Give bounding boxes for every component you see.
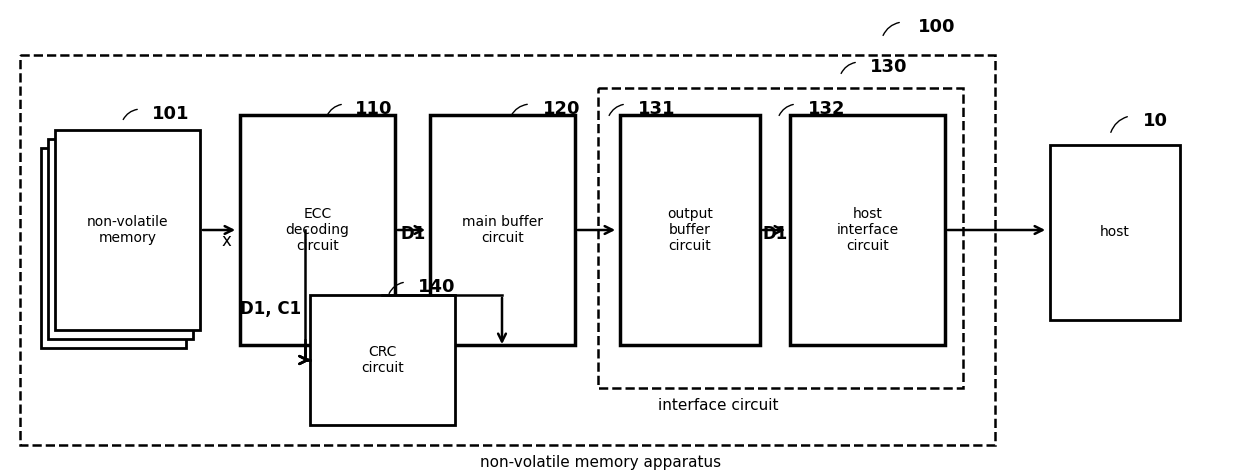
Text: 100: 100 (918, 18, 956, 36)
Bar (41, 148, 186, 348)
Text: 120: 120 (543, 100, 580, 118)
Text: main buffer
circuit: main buffer circuit (463, 215, 543, 245)
Text: 132: 132 (808, 100, 846, 118)
Text: host: host (1100, 226, 1130, 240)
Text: CRC
circuit: CRC circuit (361, 345, 404, 375)
Text: D1: D1 (763, 225, 787, 243)
Text: 10: 10 (1143, 112, 1168, 130)
Text: ECC
decoding
circuit: ECC decoding circuit (285, 207, 350, 253)
Bar (620, 115, 760, 345)
Bar (790, 115, 945, 345)
Text: output
buffer
circuit: output buffer circuit (667, 207, 713, 253)
Bar (20, 55, 994, 445)
Text: 110: 110 (355, 100, 393, 118)
Bar (1050, 145, 1180, 320)
Text: D1: D1 (401, 225, 425, 243)
Bar (430, 115, 575, 345)
Text: interface circuit: interface circuit (658, 398, 779, 413)
Text: 130: 130 (870, 58, 908, 76)
Text: 101: 101 (153, 105, 190, 123)
Text: x: x (222, 232, 232, 250)
Text: non-volatile memory apparatus: non-volatile memory apparatus (480, 455, 722, 470)
Bar (598, 88, 963, 388)
Text: 140: 140 (418, 278, 455, 296)
Bar (241, 115, 396, 345)
Text: D1, C1: D1, C1 (241, 300, 301, 318)
Text: host
interface
circuit: host interface circuit (837, 207, 899, 253)
Text: non-volatile
memory: non-volatile memory (87, 215, 169, 245)
Bar (48, 139, 193, 339)
Text: 131: 131 (639, 100, 676, 118)
Bar (310, 295, 455, 425)
Bar (55, 130, 200, 330)
